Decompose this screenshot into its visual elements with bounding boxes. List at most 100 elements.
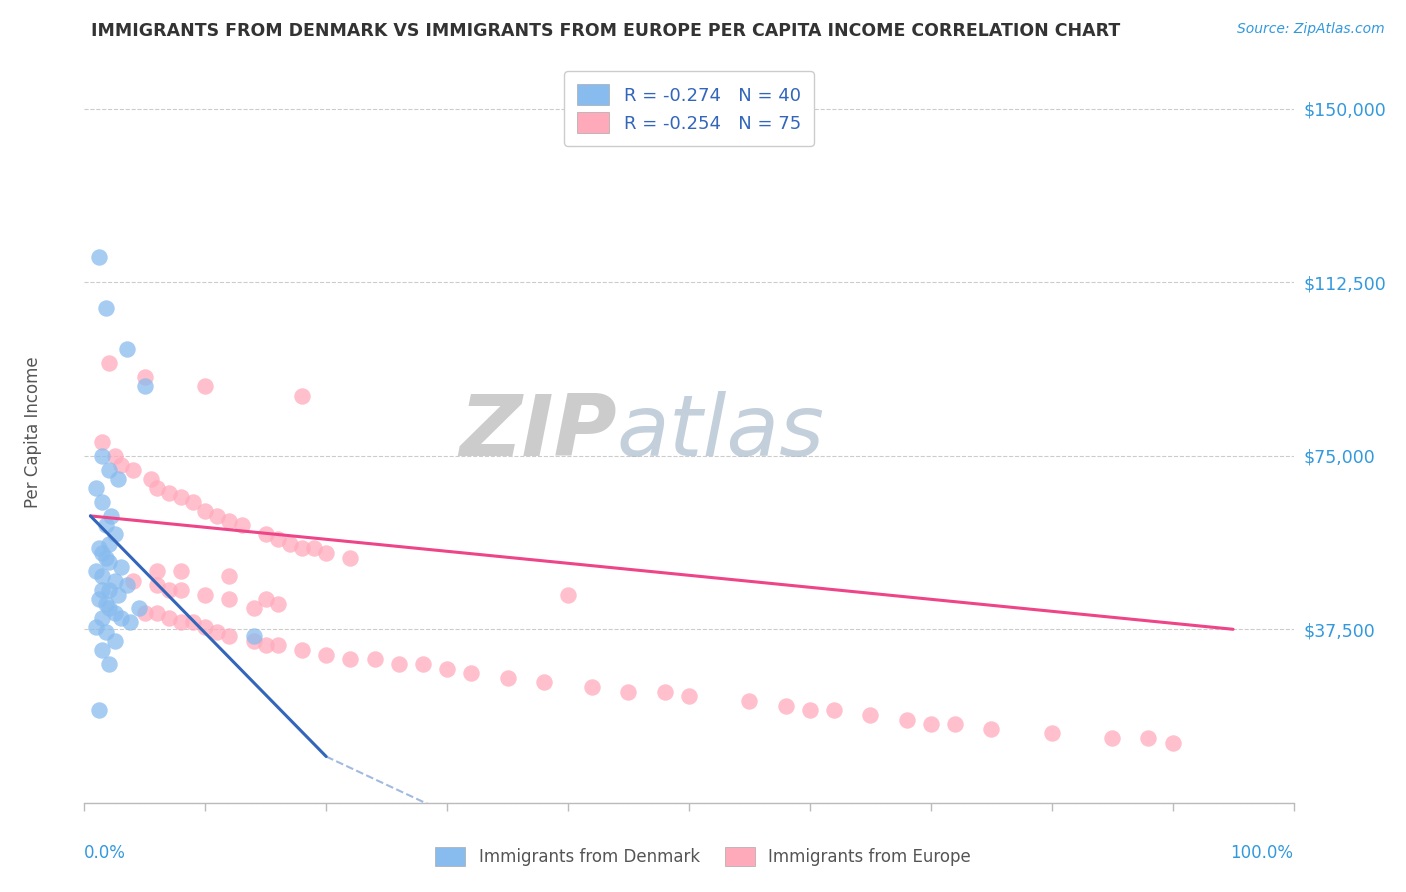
Point [278,536,301,550]
Point [242,629,264,643]
Point [254,639,277,653]
Point [1161,736,1184,750]
Legend: R = -0.274   N = 40, R = -0.254   N = 75: R = -0.274 N = 40, R = -0.254 N = 75 [564,71,814,145]
Point [107,472,129,486]
Point [170,491,193,505]
Text: 0.0%: 0.0% [84,844,127,862]
Point [207,508,229,523]
Point [920,717,942,731]
Text: IMMIGRANTS FROM DENMARK VS IMMIGRANTS FROM EUROPE PER CAPITA INCOME CORRELATION : IMMIGRANTS FROM DENMARK VS IMMIGRANTS FR… [91,22,1121,40]
Point [94,550,117,565]
Point [218,569,240,583]
Point [339,550,361,565]
Point [460,666,482,681]
Point [97,356,120,370]
Point [120,615,142,630]
Point [823,703,845,717]
Point [194,504,217,518]
Point [91,610,114,624]
Point [1040,726,1063,740]
Point [157,582,180,597]
Point [121,462,143,476]
Point [799,703,821,717]
Point [115,578,138,592]
Point [128,601,150,615]
Point [436,662,458,676]
Point [533,675,555,690]
Point [194,620,217,634]
Point [339,652,361,666]
Point [91,449,114,463]
Text: Source: ZipAtlas.com: Source: ZipAtlas.com [1237,22,1385,37]
Point [194,379,217,393]
Point [115,343,138,357]
Text: ZIP: ZIP [458,391,616,475]
Point [388,657,411,671]
Point [170,615,193,630]
Text: 100.0%: 100.0% [1230,844,1294,862]
Point [91,434,114,449]
Point [91,495,114,509]
Point [87,250,110,264]
Point [980,722,1002,736]
Point [86,565,108,579]
Point [86,620,108,634]
Point [104,574,127,588]
Point [170,582,193,597]
Point [291,541,314,556]
Point [134,606,156,620]
Point [943,717,966,731]
Point [87,703,110,717]
Point [139,472,162,486]
Point [110,458,132,472]
Text: atlas: atlas [616,391,824,475]
Point [242,633,264,648]
Point [134,379,156,393]
Point [291,388,314,402]
Point [218,629,240,643]
Point [87,592,110,607]
Legend: Immigrants from Denmark, Immigrants from Europe: Immigrants from Denmark, Immigrants from… [429,840,977,873]
Point [218,514,240,528]
Point [97,601,120,615]
Point [91,643,114,657]
Point [107,588,129,602]
Point [170,565,193,579]
Point [94,624,117,639]
Point [104,449,127,463]
Point [1101,731,1123,745]
Point [146,606,169,620]
Point [97,657,120,671]
Point [94,301,117,315]
Point [738,694,761,708]
Point [775,698,797,713]
Point [231,518,253,533]
Point [302,541,325,556]
Point [157,485,180,500]
Point [94,518,117,533]
Point [254,592,277,607]
Point [100,508,122,523]
Point [267,532,290,546]
Point [267,597,290,611]
Point [315,546,337,560]
Point [181,495,204,509]
Point [97,536,120,550]
Point [267,639,290,653]
Point [363,652,385,666]
Point [110,559,132,574]
Point [94,597,117,611]
Point [97,462,120,476]
Point [104,527,127,541]
Point [110,610,132,624]
Point [121,574,143,588]
Point [581,680,603,694]
Point [91,582,114,597]
Point [617,685,640,699]
Point [146,565,169,579]
Point [157,610,180,624]
Point [91,546,114,560]
Point [315,648,337,662]
Point [97,555,120,569]
Point [86,481,108,495]
